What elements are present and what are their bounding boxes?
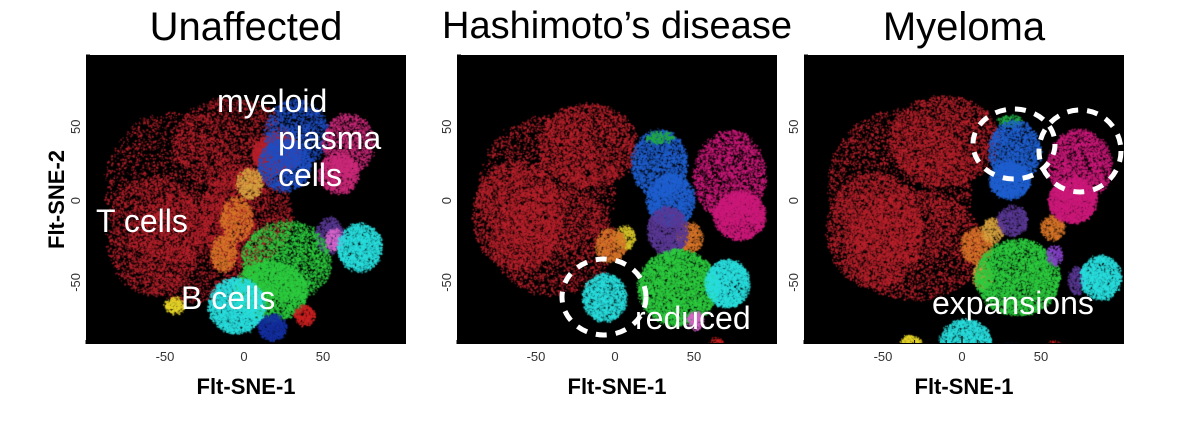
svg-text:0: 0 xyxy=(68,197,83,204)
svg-text:50: 50 xyxy=(439,120,454,134)
svg-text:-50: -50 xyxy=(527,349,546,364)
svg-text:50: 50 xyxy=(786,120,801,134)
svg-text:0: 0 xyxy=(439,197,454,204)
svg-text:50: 50 xyxy=(1034,349,1048,364)
svg-text:-50: -50 xyxy=(68,273,83,292)
svg-text:-50: -50 xyxy=(439,273,454,292)
svg-text:50: 50 xyxy=(68,120,83,134)
svg-text:0: 0 xyxy=(786,197,801,204)
svg-text:50: 50 xyxy=(687,349,701,364)
svg-text:-50: -50 xyxy=(874,349,893,364)
svg-text:-50: -50 xyxy=(156,349,175,364)
svg-text:50: 50 xyxy=(316,349,330,364)
svg-text:0: 0 xyxy=(958,349,965,364)
svg-text:0: 0 xyxy=(240,349,247,364)
svg-text:0: 0 xyxy=(611,349,618,364)
svg-text:-50: -50 xyxy=(786,273,801,292)
